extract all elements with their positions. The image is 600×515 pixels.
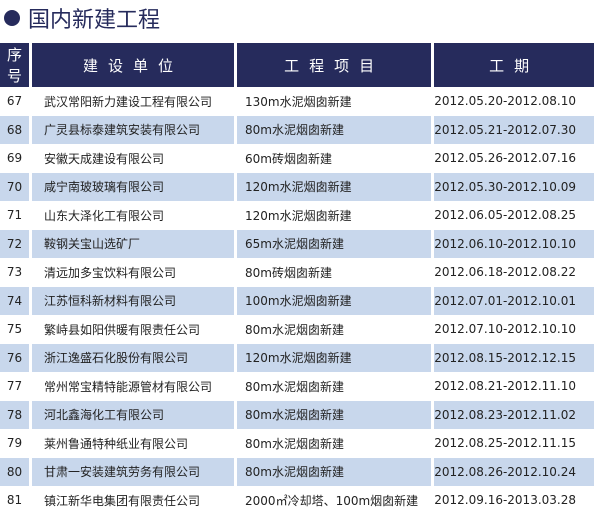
- cell-unit: 清远加多宝饮料有限公司: [43, 265, 176, 280]
- cell-unit: 安徽天成建设有限公司: [43, 151, 164, 166]
- header-unit: 建设单位: [31, 43, 235, 87]
- table-row: 77 常州常宝精特能源管材有限公司 80m水泥烟囱新建 2012.08.21-2012…: [0, 372, 594, 401]
- header-index: 序号: [0, 43, 29, 87]
- table-row: 73 清远加多宝饮料有限公司 80m砖烟囱新建 2012.06.18-2012.08.…: [0, 258, 594, 287]
- cell-unit: 繁峙县如阳供暖有限责任公司: [43, 322, 200, 337]
- cell-period: 2012.07.01-2012.10.01: [434, 286, 594, 315]
- cell-period: 2012.06.05-2012.08.25: [434, 208, 576, 223]
- cell-period: 2012.08.15-2012.12.15: [434, 343, 594, 372]
- cell-index: 70: [0, 172, 29, 201]
- cell-unit: 武汉常阳新力建设工程有限公司: [43, 94, 212, 109]
- cell-unit: 鞍钢关宝山选矿厂: [31, 229, 235, 258]
- projects-table: 序号 建设单位 工程项目 工期 67 武汉常阳新力建设工程有限公司 130m水泥烟囱…: [0, 43, 597, 515]
- section-title: 国内新建工程: [4, 2, 160, 34]
- section-title-text: 国内新建工程: [28, 8, 161, 33]
- cell-project: 120m水泥烟囱新建: [237, 343, 432, 372]
- cell-period: 2012.06.18-2012.08.22: [434, 265, 576, 280]
- cell-project: 120m水泥烟囱新建: [245, 208, 352, 223]
- cell-period: 2012.06.10-2012.10.10: [434, 229, 594, 258]
- cell-index: 78: [0, 400, 29, 429]
- cell-index: 69: [6, 151, 23, 166]
- cell-unit: 甘肃一安装建筑劳务有限公司: [31, 457, 235, 486]
- cell-period: 2012.08.21-2012.11.10: [434, 379, 576, 394]
- cell-period: 2012.07.10-2012.10.10: [434, 322, 576, 337]
- cell-project: 80m水泥烟囱新建: [237, 115, 432, 144]
- cell-index: 67: [6, 94, 23, 109]
- table-row: 80 甘肃一安装建筑劳务有限公司 80m水泥烟囱新建 2012.08.26-2012.…: [0, 457, 594, 486]
- cell-project: 80m水泥烟囱新建: [245, 379, 344, 394]
- header-project: 工程项目: [237, 43, 432, 87]
- cell-index: 75: [6, 322, 23, 337]
- cell-unit: 咸宁南玻玻璃有限公司: [31, 172, 235, 201]
- cell-project: 2000㎡冷却塔、100m烟囱新建: [245, 493, 419, 508]
- cell-period: 2012.08.26-2012.10.24: [434, 457, 594, 486]
- header-period: 工期: [434, 43, 594, 87]
- cell-index: 71: [6, 208, 23, 223]
- cell-index: 73: [6, 265, 23, 280]
- cell-index: 68: [0, 115, 29, 144]
- cell-period: 2012.05.30-2012.10.09: [434, 172, 594, 201]
- cell-unit: 莱州鲁通特种纸业有限公司: [43, 436, 188, 451]
- cell-index: 81: [6, 493, 23, 508]
- cell-unit: 山东大泽化工有限公司: [43, 208, 164, 223]
- cell-unit: 镇江新华电集团有限责任公司: [43, 493, 200, 508]
- cell-project: 80m水泥烟囱新建: [245, 436, 344, 451]
- cell-index: 76: [0, 343, 29, 372]
- cell-period: 2012.05.20-2012.08.10: [434, 94, 576, 109]
- cell-project: 100m水泥烟囱新建: [237, 286, 432, 315]
- cell-project: 80m水泥烟囱新建: [237, 457, 432, 486]
- cell-index: 80: [0, 457, 29, 486]
- table-row: 67 武汉常阳新力建设工程有限公司 130m水泥烟囱新建 2012.05.20-201…: [0, 87, 594, 116]
- cell-index: 74: [0, 286, 29, 315]
- cell-unit: 常州常宝精特能源管材有限公司: [43, 379, 212, 394]
- table-row: 70 咸宁南玻玻璃有限公司 120m水泥烟囱新建 2012.05.30-2012.10…: [0, 172, 594, 201]
- cell-project: 80m砖烟囱新建: [245, 265, 332, 280]
- cell-period: 2012.08.23-2012.11.02: [434, 400, 594, 429]
- cell-period: 2012.05.26-2012.07.16: [434, 151, 576, 166]
- table-row: 76 浙江逸盛石化股份有限公司 120m水泥烟囱新建 2012.08.15-2012.…: [0, 343, 594, 372]
- table-row: 74 江苏恒科新材料有限公司 100m水泥烟囱新建 2012.07.01-2012.1…: [0, 286, 594, 315]
- cell-index: 79: [6, 436, 23, 451]
- cell-period: 2012.09.16-2013.03.28: [434, 493, 576, 508]
- table-row: 69 安徽天成建设有限公司 60m砖烟囱新建 2012.05.26-2012.07.1…: [0, 144, 594, 173]
- table-row: 72 鞍钢关宝山选矿厂 65m水泥烟囱新建 2012.06.10-2012.10.10: [0, 229, 594, 258]
- table-row: 81 镇江新华电集团有限责任公司 2000㎡冷却塔、100m烟囱新建 2012.09.…: [0, 486, 594, 515]
- table-row: 68 广灵县标泰建筑安装有限公司 80m水泥烟囱新建 2012.05.21-2012.…: [0, 115, 594, 144]
- cell-project: 130m水泥烟囱新建: [245, 94, 352, 109]
- cell-index: 72: [0, 229, 29, 258]
- table-header: 序号 建设单位 工程项目 工期: [0, 43, 594, 87]
- cell-project: 60m砖烟囱新建: [245, 151, 332, 166]
- cell-project: 65m水泥烟囱新建: [237, 229, 432, 258]
- cell-unit: 广灵县标泰建筑安装有限公司: [31, 115, 235, 144]
- table-row: 75 繁峙县如阳供暖有限责任公司 80m水泥烟囱新建 2012.07.10-2012.…: [0, 315, 594, 344]
- cell-unit: 河北鑫海化工有限公司: [31, 400, 235, 429]
- cell-period: 2012.08.25-2012.11.15: [434, 436, 576, 451]
- cell-index: 77: [6, 379, 23, 394]
- table-row: 71 山东大泽化工有限公司 120m水泥烟囱新建 2012.06.05-2012.08…: [0, 201, 594, 230]
- table-row: 78 河北鑫海化工有限公司 80m水泥烟囱新建 2012.08.23-2012.11.…: [0, 400, 594, 429]
- cell-project: 120m水泥烟囱新建: [237, 172, 432, 201]
- table-row: 79 莱州鲁通特种纸业有限公司 80m水泥烟囱新建 2012.08.25-2012.1…: [0, 429, 594, 458]
- bullet-icon: [4, 10, 20, 26]
- cell-period: 2012.05.21-2012.07.30: [434, 115, 594, 144]
- cell-unit: 浙江逸盛石化股份有限公司: [31, 343, 235, 372]
- cell-project: 80m水泥烟囱新建: [237, 400, 432, 429]
- cell-project: 80m水泥烟囱新建: [245, 322, 344, 337]
- cell-unit: 江苏恒科新材料有限公司: [31, 286, 235, 315]
